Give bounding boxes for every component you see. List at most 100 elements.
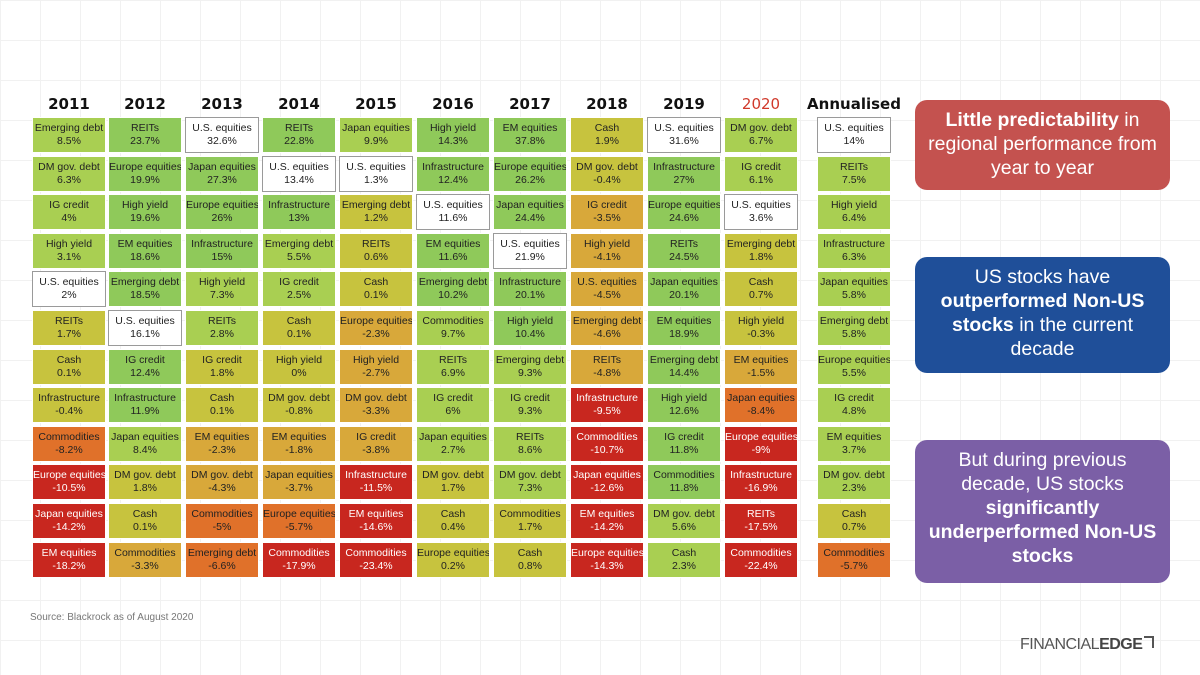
cell: DM gov. debt 1.8% — [108, 464, 182, 501]
cell-value: 6.7% — [749, 135, 773, 147]
cell-asset: EM equities — [41, 546, 97, 559]
cell: IG credit 6.1% — [724, 155, 798, 192]
cell-asset: Emerging debt — [341, 199, 411, 212]
cell: Cash 0.4% — [416, 503, 490, 539]
cell: Emerging debt 8.5% — [32, 117, 106, 153]
callout-us-outperformed: US stocks have outperformed Non-US stock… — [915, 257, 1170, 373]
cell: EM equities 18.6% — [108, 232, 182, 269]
cell-value: 12.4% — [130, 366, 160, 379]
cell-asset: Europe equities — [571, 546, 644, 559]
cell-asset: IG credit — [433, 392, 473, 405]
cell-value: -9.5% — [593, 405, 621, 418]
cell-asset: Europe equities — [109, 160, 182, 173]
cell-value: 18.5% — [130, 289, 160, 302]
cell-asset: Emerging debt — [264, 237, 334, 250]
year-header-2019: 2019 — [663, 95, 705, 113]
cell-value: 2.8% — [210, 328, 234, 340]
cell: Infrastructure 6.3% — [817, 232, 891, 269]
cell: U.S. equities 14% — [817, 117, 891, 153]
cell-asset: Cash — [594, 122, 620, 134]
cell-asset: Japan equities — [419, 430, 487, 443]
cell-asset: U.S. equities — [269, 160, 329, 173]
cell: High yield -0.3% — [724, 310, 798, 346]
cell: Infrastructure 27% — [647, 155, 721, 192]
cell-value: -14.2% — [590, 521, 624, 533]
cell-asset: High yield — [198, 276, 246, 289]
cell-value: 0.7% — [749, 289, 773, 302]
cell-asset: Infrastructure — [730, 469, 792, 482]
cell: Emerging debt 10.2% — [416, 271, 490, 308]
cell-asset: REITs — [515, 430, 544, 443]
cell-asset: Japan equities — [342, 122, 410, 134]
cell-value: -2.3% — [362, 328, 390, 340]
cell: Emerging debt -4.6% — [570, 310, 644, 346]
cell-asset: Emerging debt — [726, 237, 796, 250]
cell: Europe equities -2.3% — [339, 310, 413, 346]
cell-asset: Infrastructure — [191, 237, 253, 250]
cell: Japan equities 20.1% — [647, 271, 721, 308]
cell-value: -4.1% — [593, 250, 621, 263]
cell-asset: EM equities — [502, 122, 558, 134]
year-header-2015: 2015 — [355, 95, 397, 113]
cell-value: -5.7% — [285, 521, 313, 533]
cell-value: 7.3% — [518, 482, 542, 495]
cell-value: 16.1% — [130, 328, 160, 340]
cell-asset: REITs — [284, 122, 313, 134]
cell-value: 31.6% — [669, 135, 699, 147]
cell-value: 5.8% — [842, 289, 866, 302]
cell: Japan equities -3.7% — [262, 464, 336, 501]
cell-value: 26% — [211, 212, 233, 225]
cell: High yield 6.4% — [817, 194, 891, 231]
cell: DM gov. debt 2.3% — [817, 464, 891, 501]
cell: Japan equities -8.4% — [724, 387, 798, 424]
cell: EM equities -2.3% — [185, 425, 259, 462]
cell-value: 6.3% — [842, 250, 866, 263]
cell-value: 1.7% — [518, 521, 542, 533]
cell: Infrastructure 12.4% — [416, 155, 490, 192]
cell-asset: High yield — [830, 199, 878, 212]
cell-value: 32.6% — [207, 135, 237, 147]
cell-value: 7.5% — [842, 173, 866, 186]
cell-asset: Europe equities — [494, 160, 567, 173]
financial-edge-logo: FINANCIALEDGE — [1020, 636, 1155, 654]
cell: Emerging debt 5.5% — [262, 232, 336, 269]
cell: Cash 0.7% — [817, 503, 891, 539]
cell: Infrastructure -16.9% — [724, 464, 798, 501]
cell: High yield 19.6% — [108, 194, 182, 231]
cell-asset: U.S. equities — [654, 122, 714, 134]
cell-asset: EM equities — [733, 353, 789, 366]
cell-value: 9.3% — [518, 366, 542, 379]
cell-asset: IG credit — [741, 160, 781, 173]
cell-value: 9.3% — [518, 405, 542, 418]
cell-value: 4% — [61, 212, 77, 225]
cell: High yield 3.1% — [32, 232, 106, 269]
cell: Japan equities -14.2% — [32, 503, 106, 539]
cell-value: 14.3% — [438, 135, 468, 147]
cell-asset: REITs — [361, 237, 390, 250]
cell: IG credit 6% — [416, 387, 490, 424]
brand-mark-icon — [1144, 636, 1155, 648]
callout-text: significantly underperformed Non-US stoc… — [928, 497, 1157, 567]
cell-asset: Cash — [209, 392, 235, 405]
cell-asset: Commodities — [268, 546, 330, 559]
cell-value: -14.2% — [52, 521, 86, 533]
cell: Commodities -23.4% — [339, 541, 413, 578]
cell-asset: Commodities — [499, 508, 561, 520]
cell-asset: Emerging debt — [110, 276, 180, 289]
cell: Commodities 9.7% — [416, 310, 490, 346]
cell-asset: IG credit — [49, 199, 89, 212]
cell: Emerging debt 5.8% — [817, 310, 891, 346]
cell-asset: High yield — [352, 353, 400, 366]
year-header-2016: 2016 — [432, 95, 474, 113]
cell-asset: REITs — [669, 237, 698, 250]
year-header-2014: 2014 — [278, 95, 320, 113]
cell-asset: Emerging debt — [34, 122, 104, 134]
cell-asset: Cash — [440, 508, 466, 520]
cell-asset: Infrastructure — [268, 199, 330, 212]
callout-text: outperformed Non-US stocks — [940, 290, 1145, 336]
cell-asset: High yield — [660, 392, 708, 405]
cell-value: -3.5% — [593, 212, 621, 225]
cell-value: 1.8% — [210, 366, 234, 379]
cell-value: 27% — [673, 173, 695, 186]
cell-asset: Commodities — [576, 430, 638, 443]
